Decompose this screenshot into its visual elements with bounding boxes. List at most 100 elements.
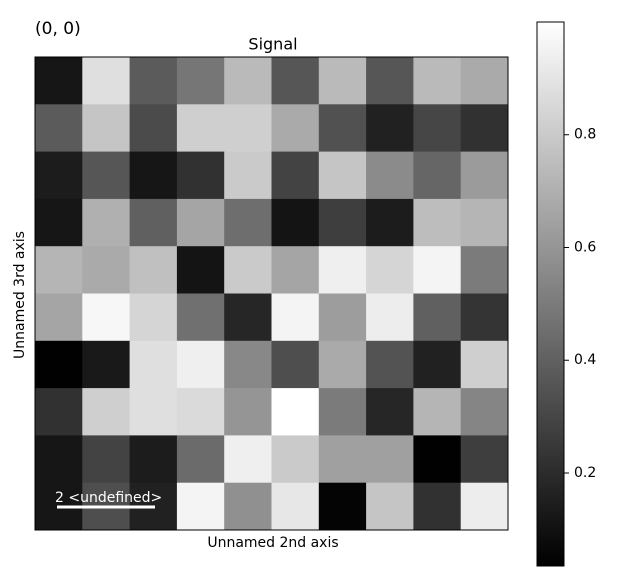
cell	[224, 293, 272, 342]
cell	[129, 104, 178, 153]
cell	[413, 198, 462, 247]
cell	[318, 340, 367, 389]
cell	[35, 57, 83, 105]
cell	[271, 246, 320, 294]
cell	[129, 246, 178, 294]
x-axis-label: Unnamed 2nd axis	[207, 535, 338, 551]
plot-frame	[34, 56, 509, 531]
cell	[460, 388, 509, 436]
cell	[82, 104, 131, 153]
cell	[413, 388, 462, 436]
cell	[224, 198, 272, 247]
cell	[413, 435, 462, 484]
cell	[271, 482, 320, 531]
cell	[366, 293, 414, 342]
cell	[271, 57, 320, 105]
cell	[35, 104, 83, 153]
cell	[176, 340, 225, 389]
cell	[366, 388, 414, 436]
cell	[271, 198, 320, 247]
cell	[318, 198, 367, 247]
cell	[176, 57, 225, 105]
cell	[271, 388, 320, 436]
cell	[460, 340, 509, 389]
cell	[224, 435, 272, 484]
cell	[318, 293, 367, 342]
colorbar	[536, 21, 565, 567]
cell	[318, 151, 367, 200]
cell	[460, 104, 509, 153]
cell	[82, 57, 131, 105]
cell	[366, 246, 414, 294]
cell	[366, 340, 414, 389]
colorbar-tick-label: 0.8	[574, 127, 596, 143]
cell	[224, 340, 272, 389]
cell	[129, 388, 178, 436]
cell	[271, 435, 320, 484]
heatmap	[35, 57, 509, 531]
cell	[82, 293, 131, 342]
cell	[82, 340, 131, 389]
cell	[460, 151, 509, 200]
cell	[129, 340, 178, 389]
cell	[413, 246, 462, 294]
cell	[176, 246, 225, 294]
cell	[35, 435, 83, 484]
cell	[176, 293, 225, 342]
cell	[366, 57, 414, 105]
cell	[35, 246, 83, 294]
cell	[413, 104, 462, 153]
cell	[176, 198, 225, 247]
cell	[318, 435, 367, 484]
cell	[176, 104, 225, 153]
cell	[413, 293, 462, 342]
colorbar-tick-label: 0.4	[574, 352, 596, 368]
cell	[129, 57, 178, 105]
cell	[82, 246, 131, 294]
cell	[224, 104, 272, 153]
cell	[271, 293, 320, 342]
cell	[35, 388, 83, 436]
cell	[176, 435, 225, 484]
cell	[129, 435, 178, 484]
cell	[35, 340, 83, 389]
y-axis-label: Unnamed 3rd axis	[12, 231, 28, 359]
cell	[35, 198, 83, 247]
cell	[82, 388, 131, 436]
chart-title: Signal	[248, 35, 297, 54]
cell	[318, 104, 367, 153]
cell	[318, 246, 367, 294]
cell	[271, 104, 320, 153]
cell	[413, 482, 462, 531]
colorbar-tick-label: 0.6	[574, 239, 596, 255]
cell	[176, 388, 225, 436]
cell	[460, 482, 509, 531]
cell	[460, 246, 509, 294]
cell	[224, 246, 272, 294]
cell	[82, 151, 131, 200]
cell	[366, 198, 414, 247]
cell	[413, 151, 462, 200]
cell	[224, 57, 272, 105]
cell	[224, 388, 272, 436]
scale-bar-label: 2 <undefined>	[55, 490, 162, 506]
cell	[129, 293, 178, 342]
cell	[82, 435, 131, 484]
cell	[366, 151, 414, 200]
cell	[413, 340, 462, 389]
cell	[82, 198, 131, 247]
cell	[129, 198, 178, 247]
cell	[271, 151, 320, 200]
cell	[271, 340, 320, 389]
cell	[176, 482, 225, 531]
corner-label: (0, 0)	[35, 19, 81, 39]
cell	[366, 435, 414, 484]
cell	[318, 482, 367, 531]
cell	[318, 57, 367, 105]
cell	[35, 293, 83, 342]
cell	[35, 151, 83, 200]
cell	[224, 151, 272, 200]
cell	[413, 57, 462, 105]
